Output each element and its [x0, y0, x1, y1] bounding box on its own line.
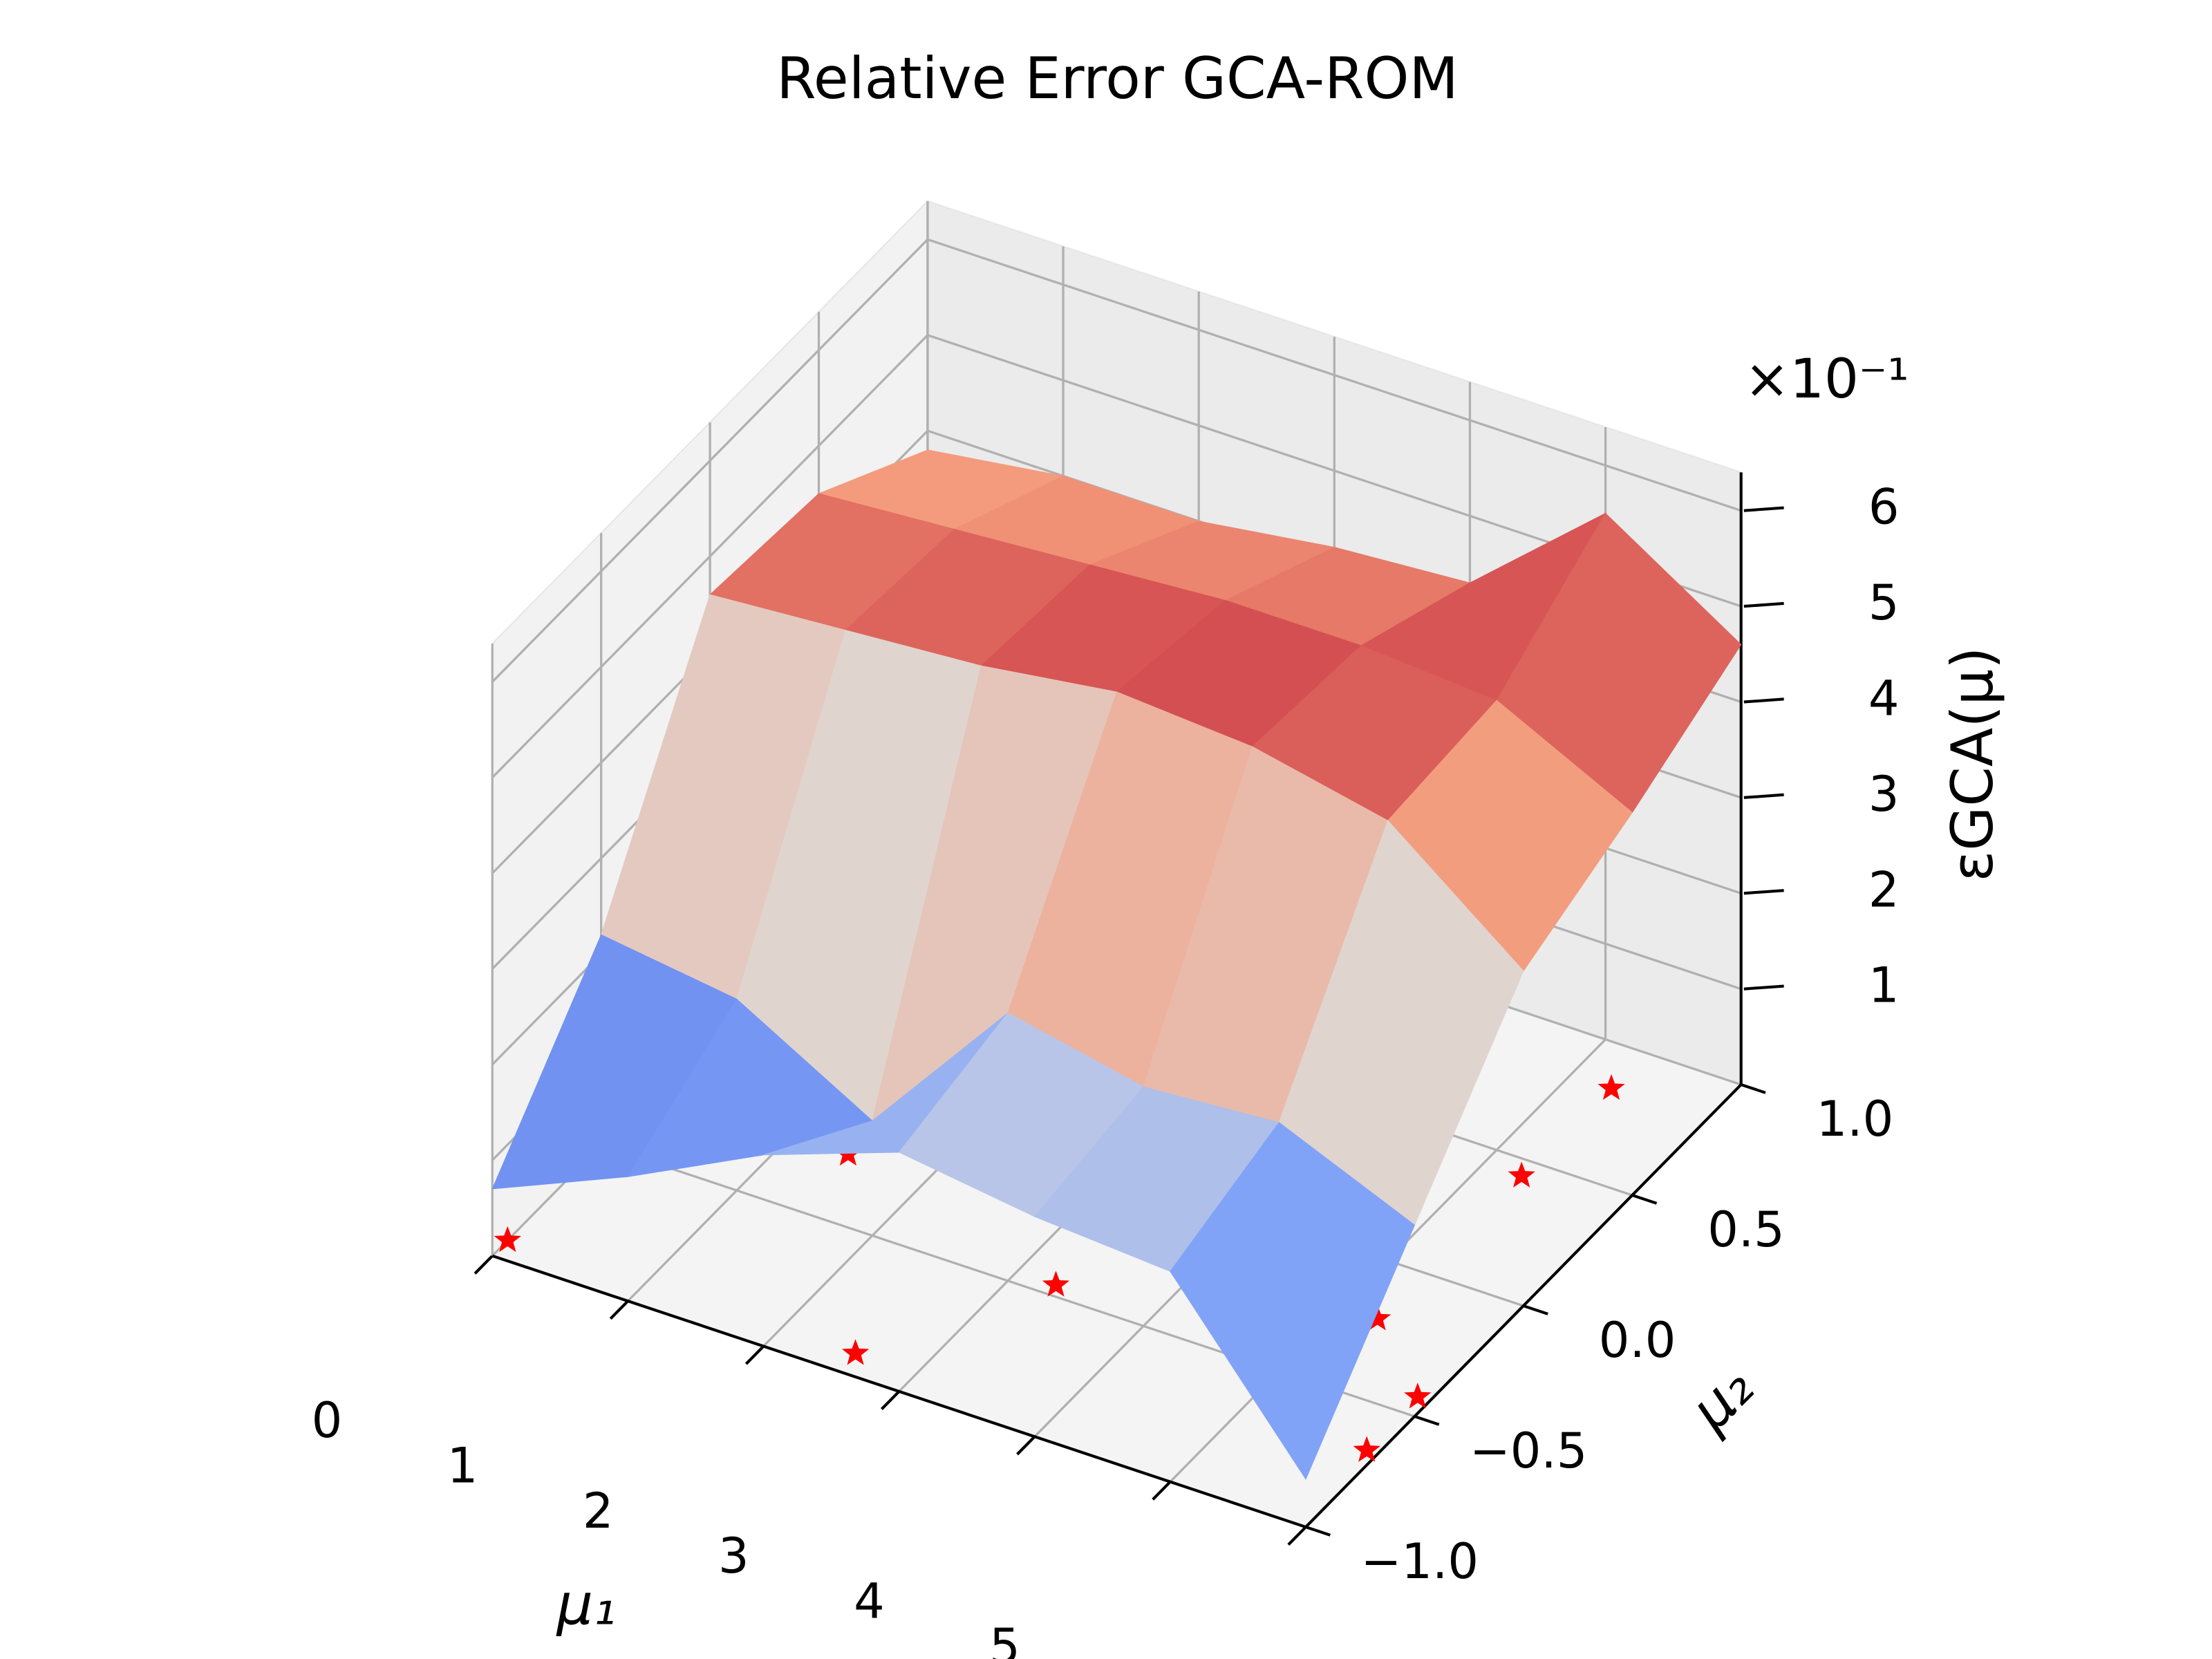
axis-line — [1304, 1083, 1743, 1528]
x-tick — [1016, 1435, 1036, 1456]
z-tick-label: 5 — [1868, 574, 1900, 631]
x-tick — [1287, 1526, 1307, 1546]
y-axis-label: μ₂ — [1676, 1354, 1766, 1444]
y-tick — [1305, 1526, 1331, 1537]
z-tick-label: 6 — [1868, 479, 1900, 536]
point-marker — [1353, 1436, 1380, 1462]
y-tick — [1523, 1304, 1548, 1315]
z-tick-label: 3 — [1868, 766, 1900, 823]
y-tick-label: 1.0 — [1817, 1091, 1894, 1147]
z-tick-label: 2 — [1868, 861, 1900, 918]
x-tick-label: 5 — [989, 1618, 1020, 1659]
y-tick-label: −0.5 — [1470, 1423, 1587, 1479]
y-tick — [1414, 1415, 1440, 1426]
grid-line — [927, 238, 1742, 512]
point-marker — [1363, 1304, 1391, 1331]
z-axis-label: εGCA(μ) — [1940, 647, 2006, 882]
x-tick — [474, 1255, 494, 1275]
grid-line — [491, 238, 929, 683]
y-tick-label: 0.5 — [1707, 1201, 1785, 1258]
point-marker — [1597, 1074, 1625, 1100]
axis-line — [491, 1254, 1306, 1528]
point-marker — [494, 1226, 521, 1253]
x-tick-label: 2 — [583, 1483, 614, 1539]
z-offset-label: ×10⁻¹ — [1744, 347, 1909, 411]
y-tick-label: −1.0 — [1361, 1533, 1479, 1590]
y-tick — [1631, 1194, 1658, 1205]
surface-facet — [1170, 1122, 1416, 1480]
z-tick-label: 4 — [1868, 671, 1900, 727]
x-tick-label: 4 — [854, 1573, 885, 1630]
z-tick — [1743, 984, 1784, 991]
x-tick — [880, 1390, 901, 1410]
chart-title: Relative Error GCA-ROM — [776, 46, 1459, 112]
x-tick-label: 3 — [718, 1528, 749, 1584]
point-marker — [1508, 1161, 1535, 1188]
z-tick — [1743, 889, 1784, 895]
x-tick — [1152, 1481, 1172, 1501]
x-tick — [609, 1300, 629, 1320]
x-tick — [744, 1345, 765, 1365]
y-tick — [1741, 1083, 1766, 1094]
point-marker — [841, 1339, 870, 1365]
point-marker — [1042, 1271, 1070, 1297]
z-tick — [1743, 793, 1784, 799]
x-axis-label: μ₁ — [555, 1572, 616, 1638]
y-tick-label: 0.0 — [1599, 1312, 1676, 1369]
z-tick — [1743, 506, 1784, 512]
z-tick — [1743, 697, 1784, 704]
x-tick-label: 0 — [312, 1392, 343, 1449]
x-tick-label: 1 — [447, 1437, 478, 1494]
grid-line — [491, 334, 929, 778]
z-tick — [1743, 601, 1784, 608]
point-marker — [1404, 1382, 1432, 1409]
z-tick-label: 1 — [1868, 957, 1900, 1014]
